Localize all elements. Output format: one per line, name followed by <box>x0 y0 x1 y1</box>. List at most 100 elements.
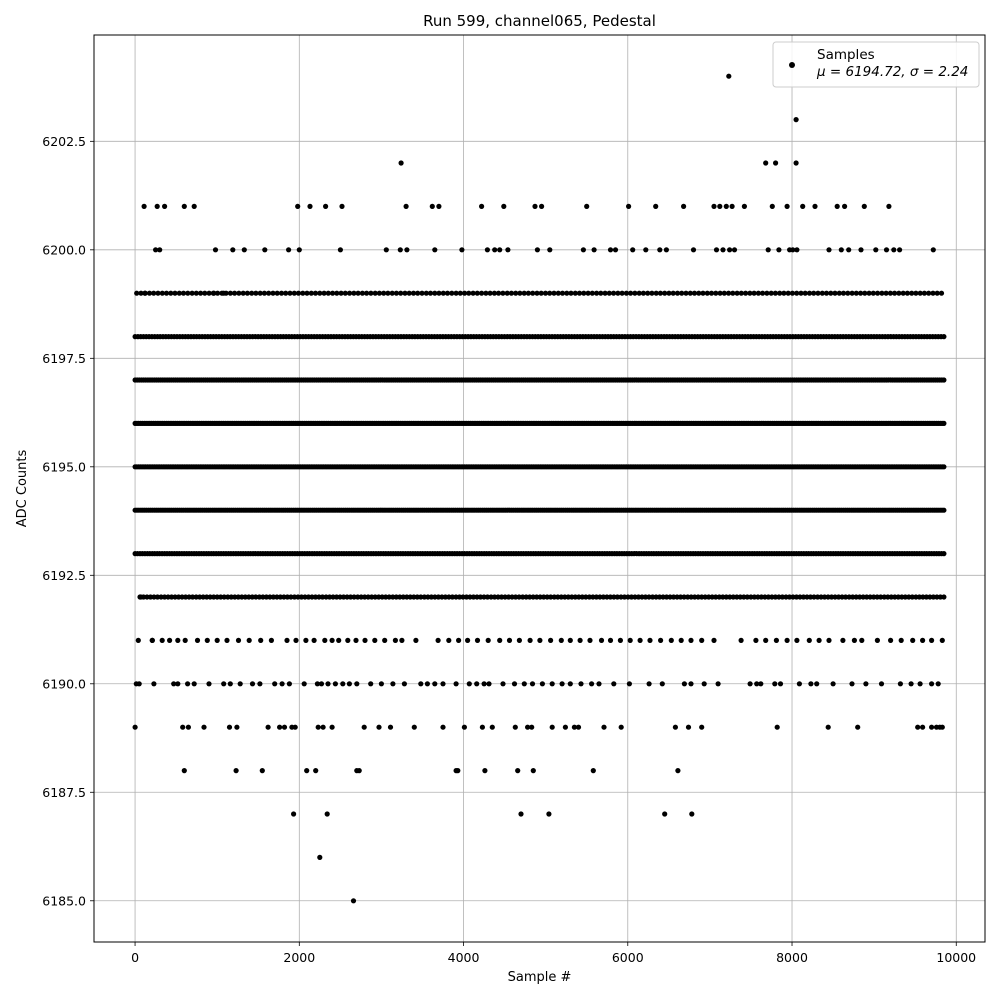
data-point <box>337 247 343 253</box>
data-point <box>227 290 233 296</box>
data-point <box>515 768 521 774</box>
data-point <box>253 290 259 296</box>
data-point <box>939 724 945 730</box>
data-points <box>132 73 947 904</box>
data-point <box>193 290 199 296</box>
data-point <box>279 681 285 687</box>
data-point <box>372 637 378 644</box>
data-point <box>870 290 876 296</box>
data-point <box>513 290 519 296</box>
data-point <box>590 768 596 774</box>
data-point <box>858 247 864 253</box>
data-point <box>446 637 452 644</box>
data-point <box>668 637 674 644</box>
data-point <box>330 290 336 296</box>
x-tick-label: 0 <box>131 950 139 965</box>
data-point <box>558 637 564 644</box>
data-point <box>180 724 186 730</box>
data-point <box>883 247 890 253</box>
data-point <box>647 637 653 644</box>
grid <box>94 35 985 942</box>
data-point <box>873 247 879 253</box>
y-tick-label: 6192.5 <box>42 568 86 583</box>
data-point <box>934 290 940 296</box>
data-point <box>785 290 791 296</box>
data-point <box>551 290 557 296</box>
data-point <box>657 247 663 253</box>
data-point <box>167 637 173 644</box>
data-point <box>618 724 624 730</box>
data-point <box>637 637 643 644</box>
data-point <box>206 681 212 687</box>
data-point <box>581 290 587 296</box>
data-point <box>858 290 864 296</box>
data-point <box>611 681 617 687</box>
data-point <box>646 681 652 687</box>
data-point <box>233 768 239 774</box>
data-point <box>784 203 790 209</box>
data-point <box>681 681 688 687</box>
data-point <box>904 290 911 296</box>
data-point <box>347 290 353 296</box>
data-point <box>136 681 142 687</box>
data-point <box>687 290 693 296</box>
data-point <box>626 681 633 687</box>
data-point <box>720 247 726 253</box>
data-point <box>323 203 329 209</box>
data-point <box>191 681 197 687</box>
data-point <box>304 768 310 774</box>
data-point <box>941 334 947 340</box>
data-point <box>747 290 753 296</box>
data-point <box>466 681 472 687</box>
data-point <box>571 724 578 730</box>
data-point <box>537 637 543 644</box>
data-point <box>534 247 541 253</box>
data-point <box>920 637 926 644</box>
data-point <box>794 247 800 253</box>
data-point <box>345 637 351 644</box>
data-point <box>623 290 630 296</box>
data-point <box>235 637 242 644</box>
data-point <box>649 290 655 296</box>
data-point <box>941 507 947 513</box>
data-point <box>897 681 904 687</box>
data-point <box>429 203 435 209</box>
data-point <box>747 681 753 687</box>
data-point <box>659 681 665 687</box>
data-point <box>681 594 687 600</box>
data-point <box>474 637 481 644</box>
x-tick-label: 8000 <box>776 950 808 965</box>
data-point <box>921 290 928 296</box>
data-point <box>154 203 160 209</box>
y-axis-ticks: 6185.0 6187.5 6190.0 6192.5 6195.0 6197.5 6200… <box>42 134 94 908</box>
data-point <box>589 681 595 687</box>
x-tick-label: 4000 <box>448 950 480 965</box>
data-point <box>241 247 247 253</box>
data-point <box>240 290 246 296</box>
data-point <box>351 290 357 296</box>
data-point <box>583 594 589 600</box>
data-point <box>529 681 536 687</box>
data-point <box>777 290 783 296</box>
data-point <box>159 637 165 644</box>
data-point <box>628 290 634 296</box>
data-point <box>504 290 510 296</box>
data-point <box>670 290 676 296</box>
plot-frame <box>93 34 986 943</box>
data-point <box>542 290 549 296</box>
data-point <box>793 160 799 166</box>
data-point <box>132 724 138 730</box>
data-point <box>516 637 523 644</box>
data-point <box>548 637 554 644</box>
data-point <box>845 290 851 296</box>
data-point <box>859 637 865 644</box>
data-point <box>862 290 868 296</box>
data-point <box>532 203 538 209</box>
data-point <box>311 637 317 644</box>
data-point <box>479 724 485 730</box>
data-point <box>806 637 812 644</box>
data-point <box>929 637 935 644</box>
data-point <box>711 203 717 209</box>
data-point <box>206 290 212 296</box>
data-point <box>572 290 578 296</box>
